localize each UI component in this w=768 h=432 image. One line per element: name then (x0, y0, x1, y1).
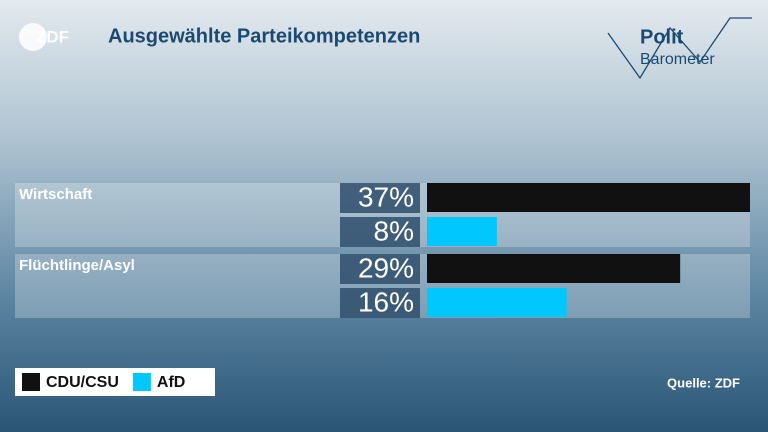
legend-label: CDU/CSU (46, 374, 119, 391)
category-label: Wirtschaft (19, 186, 92, 203)
legend-swatch (22, 373, 40, 391)
source: Quelle: ZDF (667, 375, 740, 390)
brand-bottom: Barometer (640, 51, 715, 68)
value-box (340, 254, 420, 284)
brand-line (607, 17, 752, 80)
category-label: Flüchtlinge/Asyl (19, 257, 135, 274)
brand-top: Polit (640, 26, 684, 48)
bar (427, 217, 497, 246)
bar (427, 288, 567, 317)
value-box (340, 288, 420, 318)
value-label: 37% (358, 181, 414, 212)
legend-box (15, 368, 215, 396)
bar (427, 254, 681, 283)
logo: ZDF (36, 27, 69, 46)
value-box (340, 183, 420, 213)
bar (427, 183, 750, 212)
value-label: 29% (358, 252, 414, 283)
logo-circle (19, 23, 47, 51)
value-label: 8% (374, 215, 414, 246)
value-label: 16% (358, 286, 414, 317)
legend-label: AfD (157, 374, 185, 391)
legend-swatch (132, 373, 151, 391)
chart-title: Ausgewählte Parteikompetenzen (108, 25, 420, 47)
value-box (340, 217, 420, 247)
